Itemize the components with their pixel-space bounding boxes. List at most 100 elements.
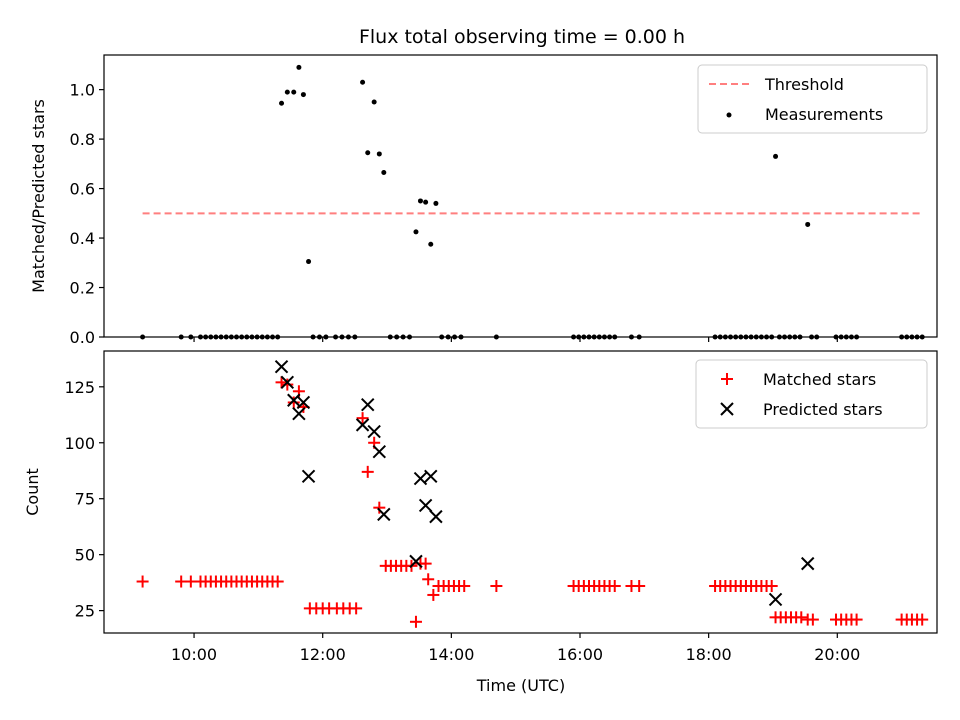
matched-star-point (490, 580, 503, 592)
measurement-point (306, 259, 312, 265)
x-axis-label: Time (UTC) (476, 676, 565, 695)
measurement-point (223, 334, 229, 340)
measurement-point (445, 334, 451, 340)
measurement-point (365, 150, 371, 156)
measurement-point (300, 92, 306, 98)
bottom-y-axis: 25 50 75 100 125 (64, 378, 104, 621)
predicted-star-point (367, 424, 381, 439)
measurement-point (773, 153, 779, 159)
top-y-axis: 0.0 0.2 0.4 0.6 0.8 1.0 (70, 81, 104, 347)
predicted-star-point (274, 359, 289, 374)
measurement-point (249, 334, 255, 340)
measurement-point (899, 334, 905, 340)
top-y-tick-label: 0.6 (70, 180, 95, 199)
predicted-star-point (296, 395, 311, 410)
top-y-tick-label: 0.2 (70, 279, 95, 298)
measurement-point (360, 79, 366, 85)
measurement-point (581, 334, 587, 340)
measurement-point (188, 334, 194, 340)
measurement-point (722, 334, 728, 340)
matched-star-point (275, 376, 288, 389)
measurement-point (904, 334, 910, 340)
bottom-plot-marks (136, 359, 929, 628)
predicted-star-point (424, 469, 438, 484)
measurement-point (203, 334, 209, 340)
measurement-point (607, 334, 613, 340)
measurement-point (208, 334, 214, 340)
measurement-point (197, 334, 203, 340)
chart-title: Flux total observing time = 0.00 h (359, 26, 685, 48)
top-legend-box (697, 64, 928, 134)
measurement-point (909, 334, 915, 340)
measurement-point (601, 334, 607, 340)
measurement-point (848, 334, 854, 340)
measurement-point (433, 200, 439, 206)
matched-star-point (765, 580, 778, 592)
bottom-y-tick-label: 50 (75, 546, 95, 565)
measurement-point (712, 334, 718, 340)
matched-star-point (633, 580, 646, 592)
measurement-point (728, 334, 734, 340)
predicted-star-point (301, 469, 316, 484)
matched-star-point (427, 588, 440, 601)
measurement-point (264, 334, 270, 340)
measurement-point (914, 334, 920, 340)
measurement-point (612, 334, 618, 340)
measurement-point (413, 229, 419, 235)
bottom-y-tick-label: 75 (75, 490, 95, 509)
measurement-point (333, 334, 339, 340)
measurement-point (178, 334, 184, 340)
predicted-star-point (292, 406, 306, 421)
predicted-star-point (361, 398, 375, 412)
top-x-axis-ticks (193, 337, 838, 342)
measurement-point (782, 334, 788, 340)
measurement-point (636, 334, 642, 340)
predicted-star-point (429, 509, 443, 524)
predicted-star-point (372, 445, 387, 459)
predicted-star-point (418, 498, 433, 513)
measurement-point (291, 89, 297, 95)
matched-star-point (281, 378, 294, 391)
measurement-point (753, 334, 759, 340)
measurement-point (717, 334, 723, 340)
bottom-y-tick-label: 100 (64, 434, 95, 453)
legend-predicted-label: Predicted stars (763, 400, 883, 419)
measurement-point (345, 334, 351, 340)
measurement-point (417, 198, 423, 204)
predicted-star-point (801, 556, 815, 571)
matched-star-point (795, 611, 808, 624)
predicted-star-point (355, 418, 370, 432)
predicted-star-point (280, 375, 295, 390)
predicted-star-point (377, 507, 391, 522)
measurement-point (394, 334, 400, 340)
top-y-tick-label: 1.0 (70, 81, 95, 100)
measurement-point (234, 334, 240, 340)
measurement-point (275, 334, 281, 340)
measurement-point (743, 334, 749, 340)
predicted-star-point (409, 554, 423, 569)
x-tick-label: 18:00 (686, 645, 732, 664)
measurement-point (296, 64, 302, 70)
measurement-point (218, 334, 224, 340)
measurement-point (407, 334, 413, 340)
top-panel: 0.0 0.2 0.4 0.6 0.8 1.0 Matched/Predicted sta… (29, 54, 938, 347)
measurement-point (452, 334, 458, 340)
measurement-point (423, 199, 429, 205)
matched-star-point (350, 602, 363, 615)
measurement-point (323, 334, 329, 340)
legend-predicted-marker (720, 402, 734, 416)
measurement-point (352, 334, 358, 340)
bottom-y-tick-label: 25 (75, 602, 95, 621)
top-y-tick-label: 0.4 (70, 229, 95, 248)
measurement-point (797, 334, 803, 340)
measurement-point (270, 334, 276, 340)
predicted-star-point (768, 592, 783, 607)
measurement-point (493, 334, 499, 340)
measurement-point (284, 89, 290, 95)
measurement-point (339, 334, 345, 340)
legend-matched-marker (721, 373, 733, 385)
top-plot-marks (140, 64, 925, 340)
bottom-panel: 25 50 75 100 125 10:00 12:00 14:00 16:00 18:00 20… (23, 350, 938, 695)
measurement-point (776, 334, 782, 340)
matched-star-point (373, 501, 386, 514)
